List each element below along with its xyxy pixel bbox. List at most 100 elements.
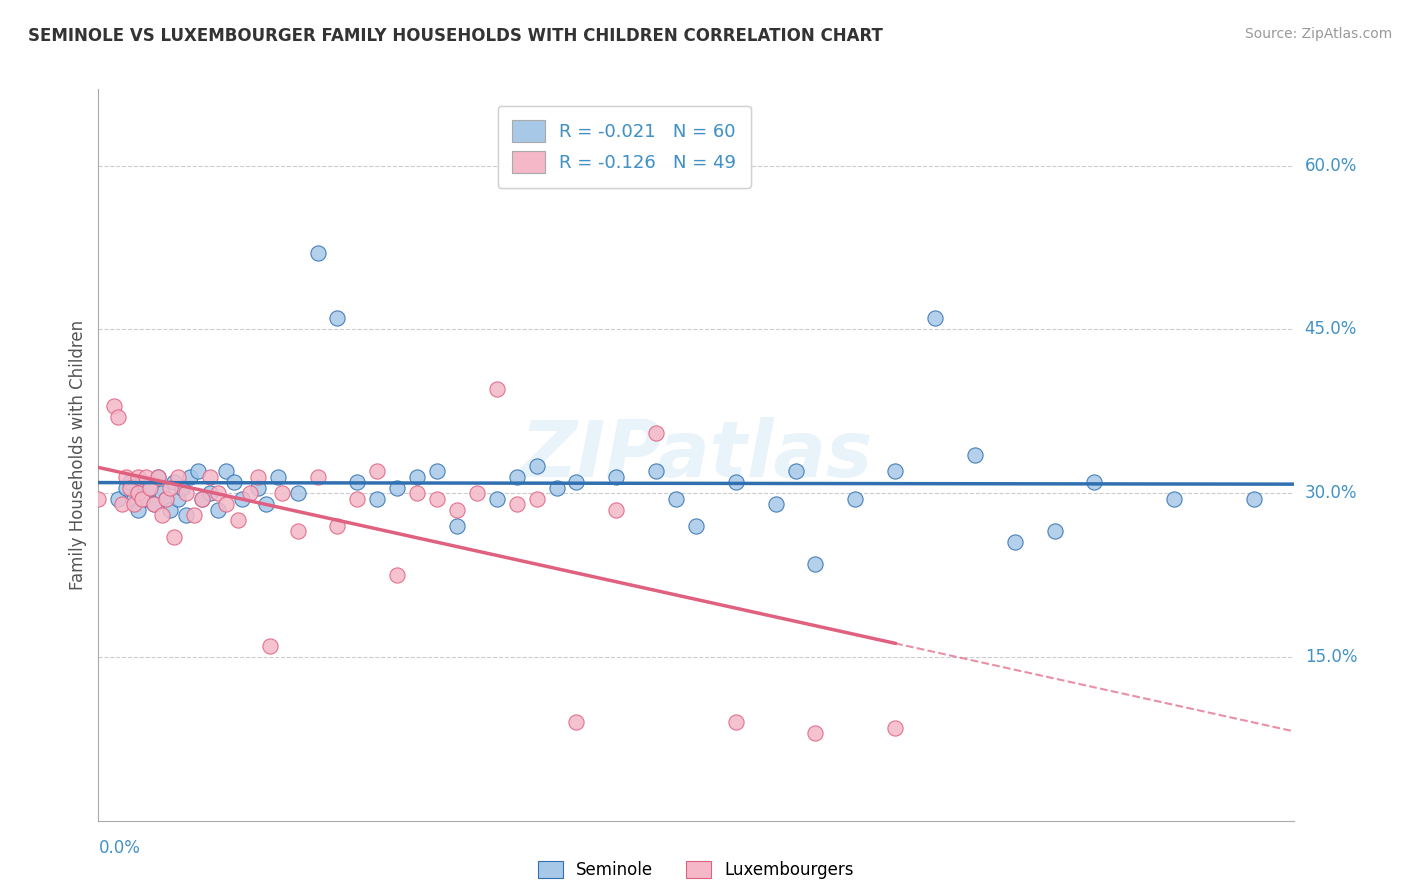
Point: [172, 481, 194, 495]
Text: 60.0%: 60.0%: [1305, 157, 1357, 175]
Point: [259, 639, 281, 653]
Point: [844, 491, 866, 506]
Point: [143, 497, 166, 511]
Point: [163, 530, 186, 544]
Point: [366, 464, 388, 478]
Point: [1004, 535, 1026, 549]
Point: [326, 311, 349, 326]
Point: [207, 486, 229, 500]
Point: [346, 491, 368, 506]
Point: [115, 469, 138, 483]
Point: [1043, 524, 1066, 539]
Point: [526, 491, 548, 506]
Point: [446, 502, 468, 516]
Point: [215, 464, 238, 478]
Point: [385, 568, 409, 582]
Point: [111, 497, 134, 511]
Point: [179, 469, 201, 483]
Point: [287, 524, 309, 539]
Point: [446, 519, 468, 533]
Text: 45.0%: 45.0%: [1305, 320, 1357, 338]
Point: [159, 481, 181, 495]
Point: [191, 491, 214, 506]
Point: [124, 491, 146, 506]
Point: [222, 475, 245, 490]
Point: [150, 508, 173, 522]
Point: [804, 557, 827, 571]
Point: [765, 497, 787, 511]
Point: [1163, 491, 1185, 506]
Point: [506, 497, 529, 511]
Point: [159, 502, 181, 516]
Point: [155, 491, 177, 506]
Point: [143, 497, 166, 511]
Point: [605, 469, 627, 483]
Point: [485, 491, 508, 506]
Text: SEMINOLE VS LUXEMBOURGER FAMILY HOUSEHOLDS WITH CHILDREN CORRELATION CHART: SEMINOLE VS LUXEMBOURGER FAMILY HOUSEHOL…: [28, 27, 883, 45]
Point: [426, 491, 449, 506]
Text: Source: ZipAtlas.com: Source: ZipAtlas.com: [1244, 27, 1392, 41]
Point: [139, 481, 162, 495]
Point: [526, 458, 548, 473]
Point: [605, 502, 627, 516]
Point: [120, 475, 142, 490]
Point: [124, 497, 146, 511]
Point: [1243, 491, 1265, 506]
Point: [385, 481, 409, 495]
Point: [148, 469, 170, 483]
Point: [163, 475, 186, 490]
Point: [174, 486, 197, 500]
Point: [270, 486, 292, 500]
Point: [167, 469, 190, 483]
Point: [884, 721, 907, 735]
Point: [267, 469, 290, 483]
Point: [115, 481, 138, 495]
Point: [127, 469, 149, 483]
Point: [120, 481, 142, 495]
Point: [785, 464, 807, 478]
Point: [426, 464, 449, 478]
Point: [724, 715, 747, 730]
Point: [724, 475, 747, 490]
Point: [131, 491, 153, 506]
Point: [207, 502, 229, 516]
Point: [645, 426, 668, 441]
Point: [565, 715, 588, 730]
Point: [406, 469, 429, 483]
Point: [167, 491, 190, 506]
Point: [307, 246, 329, 260]
Point: [924, 311, 946, 326]
Point: [198, 486, 221, 500]
Point: [246, 481, 269, 495]
Point: [465, 486, 488, 500]
Point: [127, 486, 149, 500]
Point: [546, 481, 568, 495]
Point: [127, 486, 149, 500]
Point: [645, 464, 668, 478]
Point: [326, 519, 349, 533]
Point: [346, 475, 368, 490]
Point: [155, 491, 177, 506]
Point: [506, 469, 529, 483]
Point: [198, 469, 221, 483]
Point: [127, 502, 149, 516]
Point: [131, 475, 153, 490]
Point: [150, 486, 173, 500]
Text: 30.0%: 30.0%: [1305, 484, 1357, 502]
Point: [135, 469, 157, 483]
Point: [963, 448, 986, 462]
Point: [1083, 475, 1105, 490]
Text: ZIPatlas: ZIPatlas: [520, 417, 872, 493]
Point: [135, 491, 157, 506]
Point: [191, 491, 214, 506]
Point: [246, 469, 269, 483]
Point: [107, 409, 129, 424]
Point: [183, 508, 205, 522]
Point: [107, 491, 129, 506]
Point: [187, 464, 209, 478]
Point: [87, 491, 110, 506]
Point: [884, 464, 907, 478]
Point: [239, 486, 262, 500]
Y-axis label: Family Households with Children: Family Households with Children: [69, 320, 87, 590]
Point: [366, 491, 388, 506]
